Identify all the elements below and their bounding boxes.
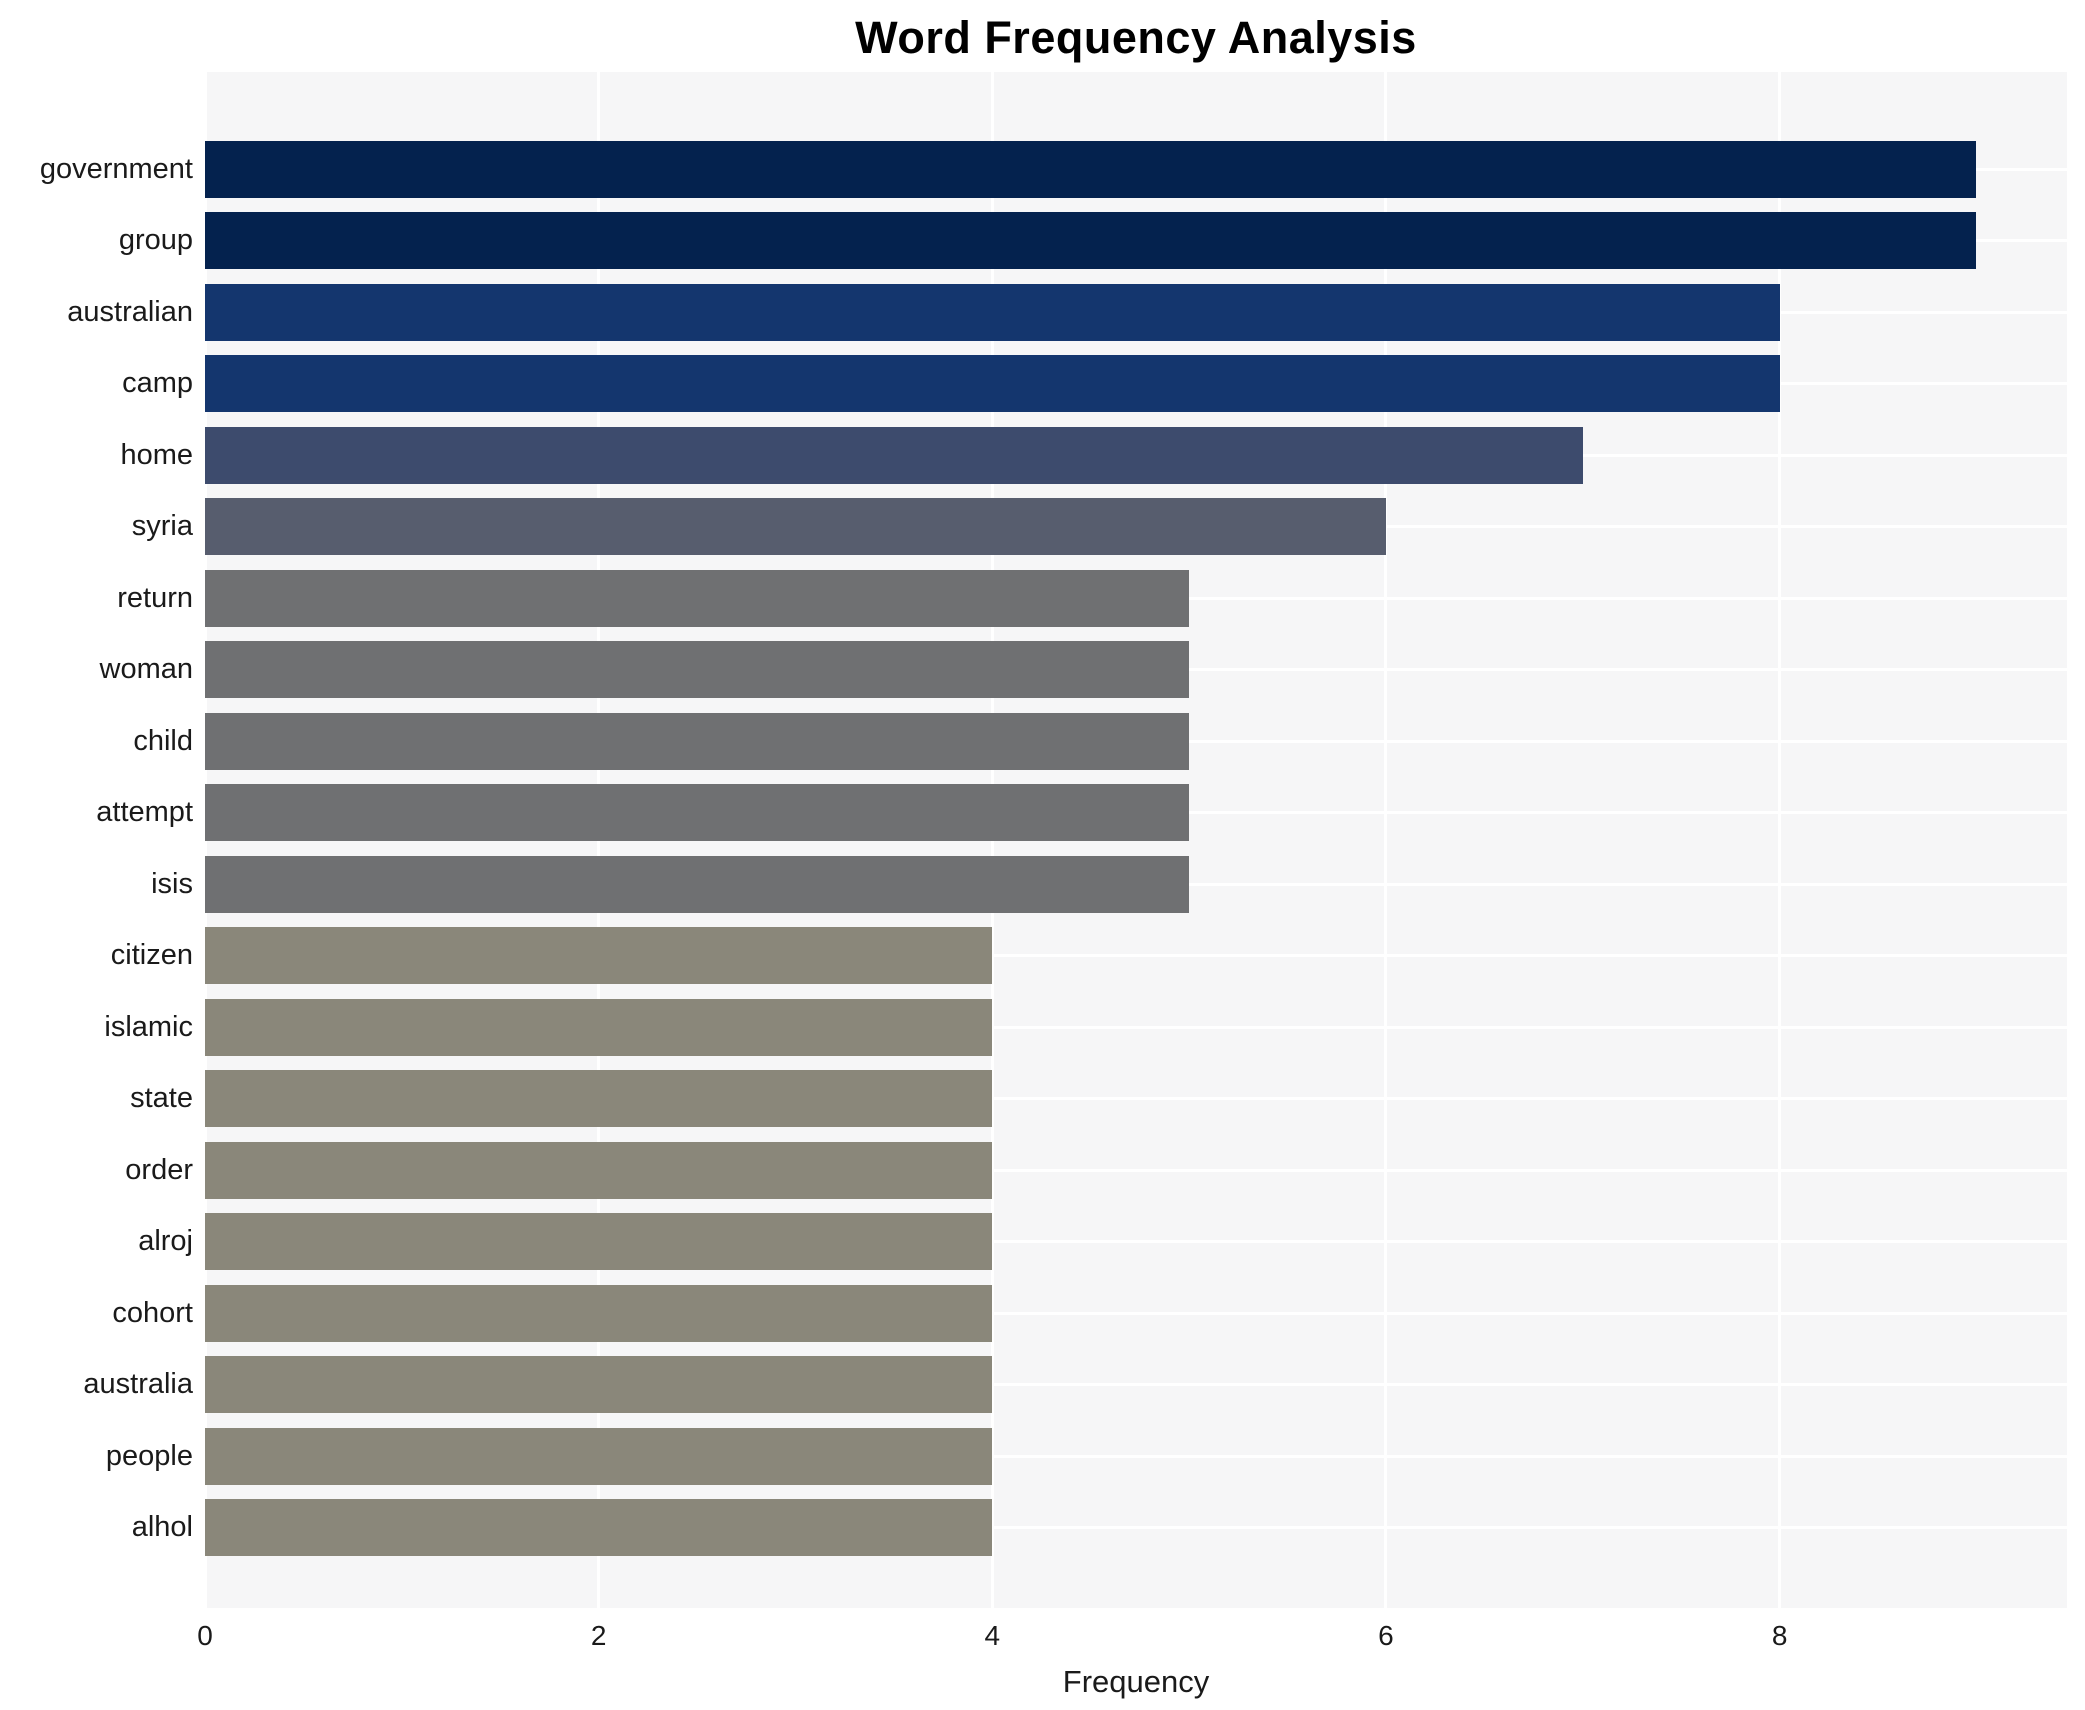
bar-government xyxy=(205,140,1977,198)
chart-title: Word Frequency Analysis xyxy=(855,12,1417,63)
gridline-row-alhol xyxy=(205,1526,2067,1529)
gridline-x-8 xyxy=(1778,72,1782,1608)
category-label-alroj: alroj xyxy=(138,1225,193,1257)
bar-australian xyxy=(205,283,1780,341)
bar-cohort xyxy=(205,1284,993,1342)
x-axis-title: Frequency xyxy=(1062,1664,1210,1699)
gridline-row-state xyxy=(205,1097,2067,1100)
gridline-x-6 xyxy=(1384,72,1388,1608)
category-label-alhol: alhol xyxy=(131,1511,193,1543)
x-tick-4: 4 xyxy=(984,1620,1001,1651)
gridline-row-islamic xyxy=(205,1025,2067,1029)
bar-order xyxy=(205,1141,993,1199)
category-label-woman: woman xyxy=(99,653,194,685)
bar-camp xyxy=(205,355,1780,412)
category-label-government: government xyxy=(39,152,193,185)
bar-people xyxy=(205,1427,993,1485)
category-label-people: people xyxy=(105,1439,193,1472)
bar-child xyxy=(205,712,1190,770)
category-label-syria: syria xyxy=(131,510,193,542)
bar-isis xyxy=(205,855,1190,913)
bar-home xyxy=(205,426,1583,484)
x-tick-0: 0 xyxy=(197,1620,213,1651)
gridline-row-people xyxy=(205,1454,2067,1458)
bar-alhol xyxy=(205,1499,993,1556)
category-label-child: child xyxy=(133,724,193,757)
category-label-australian: australian xyxy=(67,295,193,328)
gridline-row-cohort xyxy=(205,1311,2067,1315)
x-tick-6: 6 xyxy=(1378,1620,1394,1651)
bar-woman xyxy=(205,641,1190,698)
gridline-row-australia xyxy=(205,1383,2067,1386)
category-label-order: order xyxy=(125,1153,193,1186)
category-label-cohort: cohort xyxy=(112,1296,193,1329)
x-tick-2: 2 xyxy=(590,1620,607,1651)
category-label-australia: australia xyxy=(83,1368,193,1400)
bar-syria xyxy=(205,498,1386,555)
category-label-state: state xyxy=(130,1082,193,1114)
category-label-attempt: attempt xyxy=(96,796,193,828)
bar-group xyxy=(205,212,1977,269)
category-label-citizen: citizen xyxy=(110,939,193,971)
category-label-group: group xyxy=(118,224,193,256)
category-label-isis: isis xyxy=(151,867,193,900)
x-tick-8: 8 xyxy=(1771,1620,1788,1651)
gridline-row-order xyxy=(205,1168,2067,1172)
category-label-islamic: islamic xyxy=(104,1010,193,1043)
bar-australia xyxy=(205,1356,993,1413)
plot-area xyxy=(203,72,2067,1608)
category-label-home: home xyxy=(120,438,193,471)
bar-citizen xyxy=(205,927,993,984)
gridline-row-alroj xyxy=(205,1240,2067,1243)
bar-islamic xyxy=(205,998,993,1056)
bar-state xyxy=(205,1070,993,1127)
bar-alroj xyxy=(205,1213,993,1270)
gridline-row-citizen xyxy=(205,954,2067,957)
bar-attempt xyxy=(205,784,1190,841)
category-label-camp: camp xyxy=(122,367,193,399)
category-label-return: return xyxy=(117,581,193,614)
bar-return xyxy=(205,569,1190,627)
